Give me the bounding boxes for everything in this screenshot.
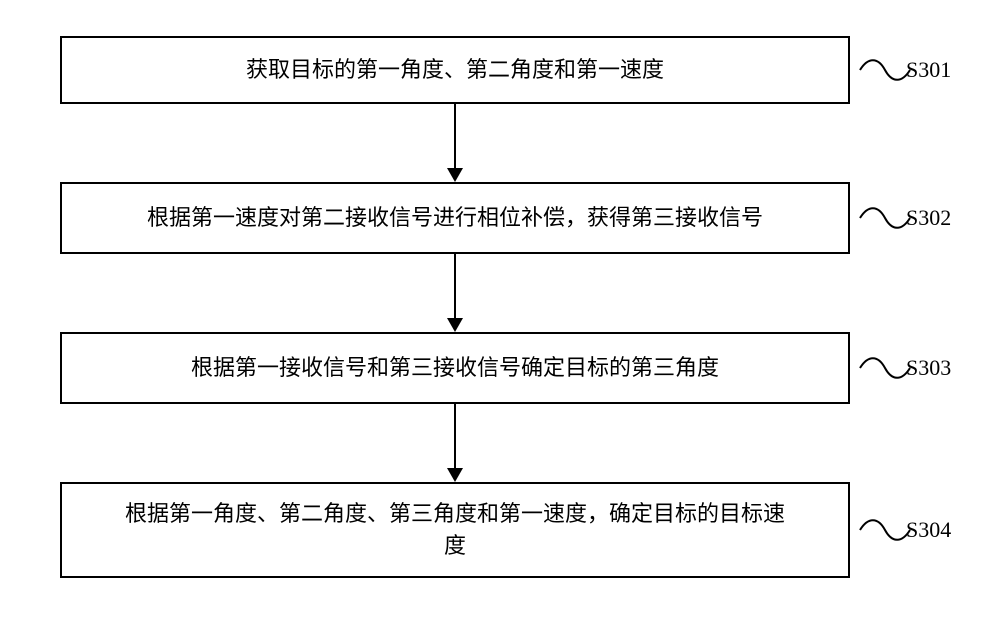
arrow-head-icon bbox=[447, 468, 463, 482]
step-box-s303: 根据第一接收信号和第三接收信号确定目标的第三角度 bbox=[60, 332, 850, 404]
arrow-line bbox=[454, 404, 456, 468]
connector-wave-icon bbox=[858, 353, 912, 383]
step-text-wrap: 根据第一角度、第二角度、第三角度和第一速度，确定目标的目标速 度 bbox=[125, 498, 785, 562]
step-label-s301: S301 bbox=[906, 36, 951, 104]
arrow-line bbox=[454, 104, 456, 168]
flowchart-canvas: 获取目标的第一角度、第二角度和第一速度 S301 根据第一速度对第二接收信号进行… bbox=[0, 0, 1000, 634]
step-text: 根据第一接收信号和第三接收信号确定目标的第三角度 bbox=[191, 352, 719, 384]
arrow-line bbox=[454, 254, 456, 318]
step-text: 获取目标的第一角度、第二角度和第一速度 bbox=[246, 54, 664, 86]
step-box-s302: 根据第一速度对第二接收信号进行相位补偿，获得第三接收信号 bbox=[60, 182, 850, 254]
step-id: S304 bbox=[906, 517, 951, 543]
connector-wave-icon bbox=[858, 203, 912, 233]
connector-wave-icon bbox=[858, 515, 912, 545]
step-text: 根据第一速度对第二接收信号进行相位补偿，获得第三接收信号 bbox=[147, 202, 763, 234]
connector-wave-icon bbox=[858, 55, 912, 85]
step-label-s302: S302 bbox=[906, 182, 951, 254]
step-label-s304: S304 bbox=[906, 482, 951, 578]
arrow-head-icon bbox=[447, 168, 463, 182]
step-id: S301 bbox=[906, 57, 951, 83]
step-id: S302 bbox=[906, 205, 951, 231]
step-box-s304: 根据第一角度、第二角度、第三角度和第一速度，确定目标的目标速 度 bbox=[60, 482, 850, 578]
step-label-s303: S303 bbox=[906, 332, 951, 404]
step-text-line1: 根据第一角度、第二角度、第三角度和第一速度，确定目标的目标速 bbox=[125, 498, 785, 530]
step-id: S303 bbox=[906, 355, 951, 381]
step-text-line2: 度 bbox=[125, 530, 785, 562]
step-box-s301: 获取目标的第一角度、第二角度和第一速度 bbox=[60, 36, 850, 104]
arrow-head-icon bbox=[447, 318, 463, 332]
